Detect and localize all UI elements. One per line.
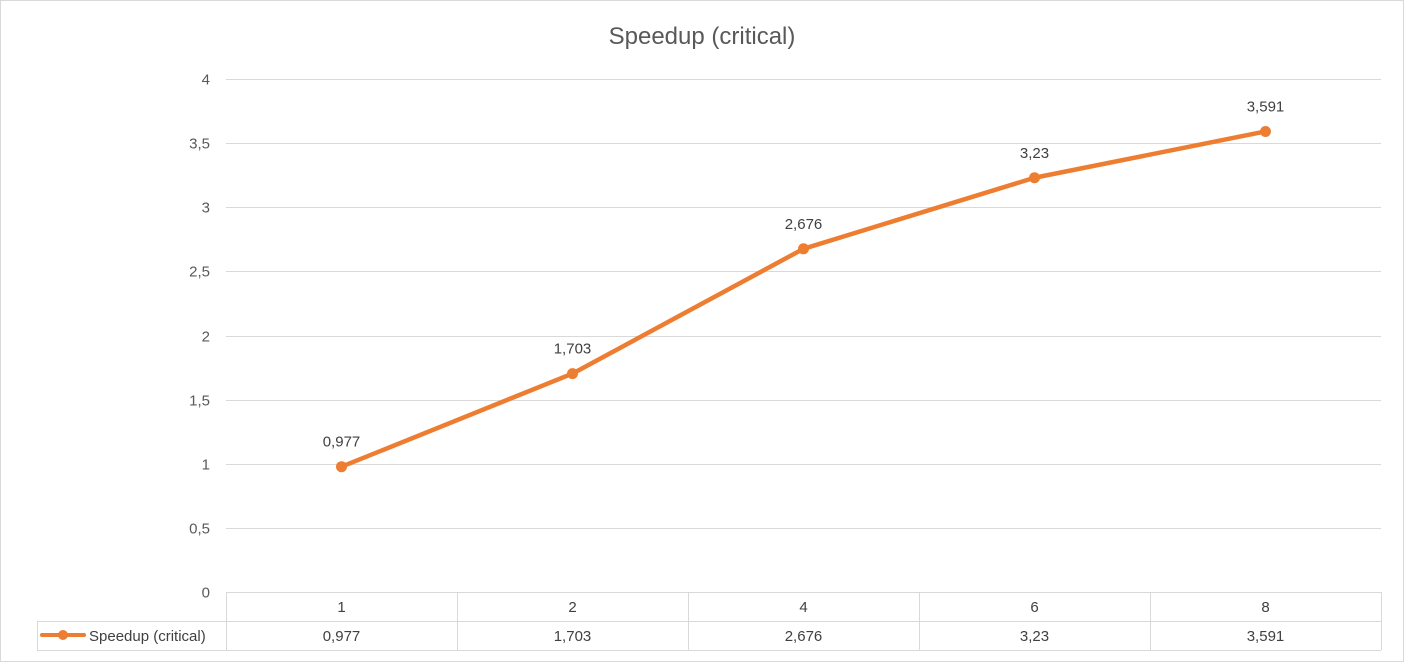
legend-series-name: Speedup (critical) [89, 628, 206, 645]
data-label: 2,676 [785, 216, 823, 233]
gridlines [226, 79, 1381, 593]
data-point-marker [1260, 125, 1271, 137]
data-point-marker [336, 461, 347, 473]
y-tick-label: 3 [202, 200, 210, 217]
y-tick-label: 0 [202, 585, 210, 602]
table-value-cell: 3,591 [1247, 628, 1285, 645]
y-tick-label: 1 [202, 457, 210, 474]
table-value-cell: 0,977 [323, 628, 361, 645]
x-category-label: 4 [799, 599, 807, 616]
data-table: 1 0,977 2 1,703 4 2,676 6 3,23 8 3,591 Speedup (cr… [37, 592, 1382, 651]
data-labels: 0,977 1,703 2,676 3,23 3,591 [323, 98, 1285, 450]
x-category-label: 8 [1261, 599, 1269, 616]
y-axis-tick-labels: 0 0,5 1 1,5 2 2,5 3 3,5 4 [189, 72, 210, 602]
data-point-marker [1029, 172, 1040, 184]
y-tick-label: 2 [202, 329, 210, 346]
data-label: 1,703 [554, 341, 592, 358]
series-speedup-critical [336, 125, 1271, 473]
data-label: 0,977 [323, 434, 361, 451]
x-category-label: 1 [337, 599, 345, 616]
table-value-cell: 3,23 [1020, 628, 1049, 645]
data-point-marker [798, 243, 809, 255]
chart-title: Speedup (critical) [609, 23, 796, 50]
y-tick-label: 1,5 [189, 393, 210, 410]
data-label: 3,23 [1020, 145, 1049, 162]
y-tick-label: 0,5 [189, 521, 210, 538]
y-tick-label: 3,5 [189, 136, 210, 153]
table-value-cell: 1,703 [554, 628, 592, 645]
y-tick-label: 2,5 [189, 264, 210, 281]
legend-marker-key [58, 630, 68, 640]
data-point-marker [567, 368, 578, 380]
data-label: 3,591 [1247, 98, 1285, 115]
y-tick-label: 4 [202, 72, 210, 89]
x-category-label: 6 [1030, 599, 1038, 616]
series-line [339, 129, 1268, 469]
x-category-label: 2 [568, 599, 576, 616]
table-value-cell: 2,676 [785, 628, 823, 645]
